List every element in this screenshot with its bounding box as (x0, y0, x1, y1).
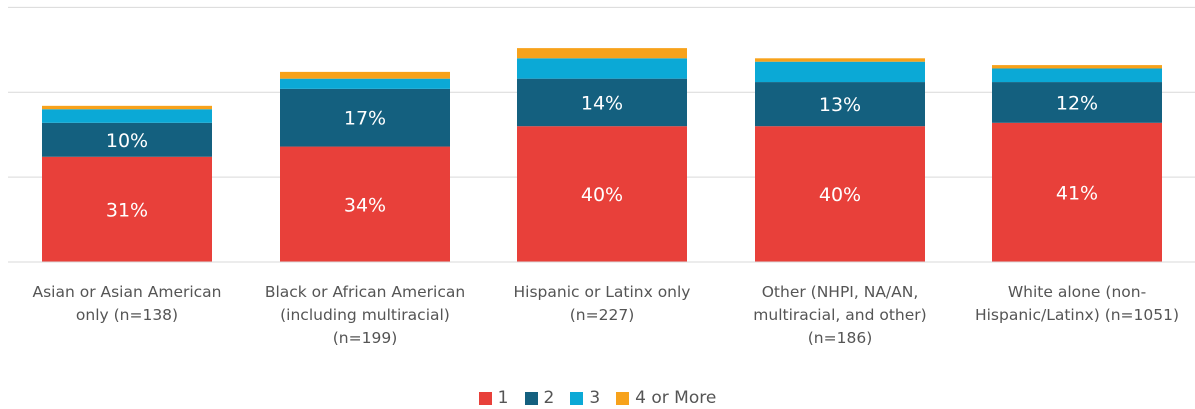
stacked-bar-chart: 31% 10% 34% 17% 40% 14% 40% 13% 41% 12% (8, 6, 1195, 263)
legend-swatch-2 (524, 391, 538, 405)
legend-label-1: 1 (497, 388, 509, 408)
legend-item-2: 2 (524, 388, 555, 408)
legend: 1 2 3 4 or More (0, 387, 1195, 409)
category-label-line: only (n=138) (75, 306, 179, 324)
bar-3-series-2 (517, 78, 687, 127)
legend-item-4-or-more: 4 or More (616, 388, 716, 408)
category-label-line: White alone (non- (1007, 283, 1147, 301)
bar-5-series-3 (992, 68, 1162, 83)
bar-1-series-3 (42, 109, 212, 123)
data-label-4-series-1: 40% (819, 184, 861, 206)
legend-label-2: 2 (543, 388, 555, 408)
bar-2-series-2 (280, 88, 450, 147)
bar-3-series-1 (517, 126, 687, 262)
data-label-1-series-1: 31% (106, 199, 148, 221)
data-label-5-series-2: 12% (1056, 92, 1098, 114)
bar-3-series-3 (517, 58, 687, 79)
data-label-1-series-2: 10% (106, 130, 148, 152)
data-label-3-series-2: 14% (581, 92, 623, 114)
legend-label-4-or-more: 4 or More (635, 388, 717, 408)
category-label-line: Asian or Asian American (32, 283, 222, 301)
category-label-line: (n=186) (807, 329, 873, 347)
bar-4-series-1 (755, 126, 925, 262)
data-label-4-series-2: 13% (819, 94, 861, 116)
category-label-5: White alone (non- Hispanic/Latinx) (n=105… (967, 281, 1187, 327)
bar-5-series-2 (992, 82, 1162, 123)
category-label-line: Other (NHPI, NA/AN, (761, 283, 919, 301)
legend-swatch-4-or-more (616, 391, 630, 405)
bar-2-series-4-or-more (280, 71, 450, 79)
legend-item-3: 3 (570, 388, 600, 408)
data-label-5-series-1: 41% (1056, 182, 1098, 204)
category-label-line: (n=199) (332, 329, 398, 347)
legend-swatch-1 (478, 391, 492, 405)
bar-2-series-1 (280, 146, 450, 262)
legend-item-1: 1 (478, 388, 509, 408)
bar-1-series-2 (42, 122, 212, 157)
category-label-line: multiracial, and other) (753, 306, 927, 324)
legend-label-3: 3 (589, 388, 601, 408)
category-label-3: Hispanic or Latinx only (n=227) (492, 281, 712, 327)
bar-1-series-4-or-more (42, 105, 212, 110)
category-label-line: Hispanic or Latinx only (513, 283, 691, 301)
bar-2-series-3 (280, 78, 450, 89)
bar-5-series-1 (992, 122, 1162, 263)
bar-4-series-2 (755, 82, 925, 127)
category-label-line: (n=227) (569, 306, 635, 324)
bar-1-series-1 (42, 156, 212, 262)
data-label-2-series-1: 34% (344, 194, 386, 216)
category-label-line: (including multiracial) (280, 306, 450, 324)
legend-swatch-3 (570, 391, 584, 405)
category-label-1: Asian or Asian American only (n=138) (17, 281, 237, 327)
category-label-line: Black or African American (264, 283, 466, 301)
category-label-4: Other (NHPI, NA/AN, multiracial, and othe… (730, 281, 950, 350)
bar-5-series-4-or-more (992, 65, 1162, 69)
data-label-2-series-2: 17% (344, 108, 386, 130)
bar-4-series-4-or-more (755, 58, 925, 62)
bar-3-series-4-or-more (517, 48, 687, 59)
data-label-3-series-1: 40% (581, 184, 623, 206)
category-label-2: Black or African American (including mult… (255, 281, 475, 350)
category-label-line: Hispanic/Latinx) (n=1051) (974, 306, 1180, 324)
bar-4-series-3 (755, 61, 925, 83)
